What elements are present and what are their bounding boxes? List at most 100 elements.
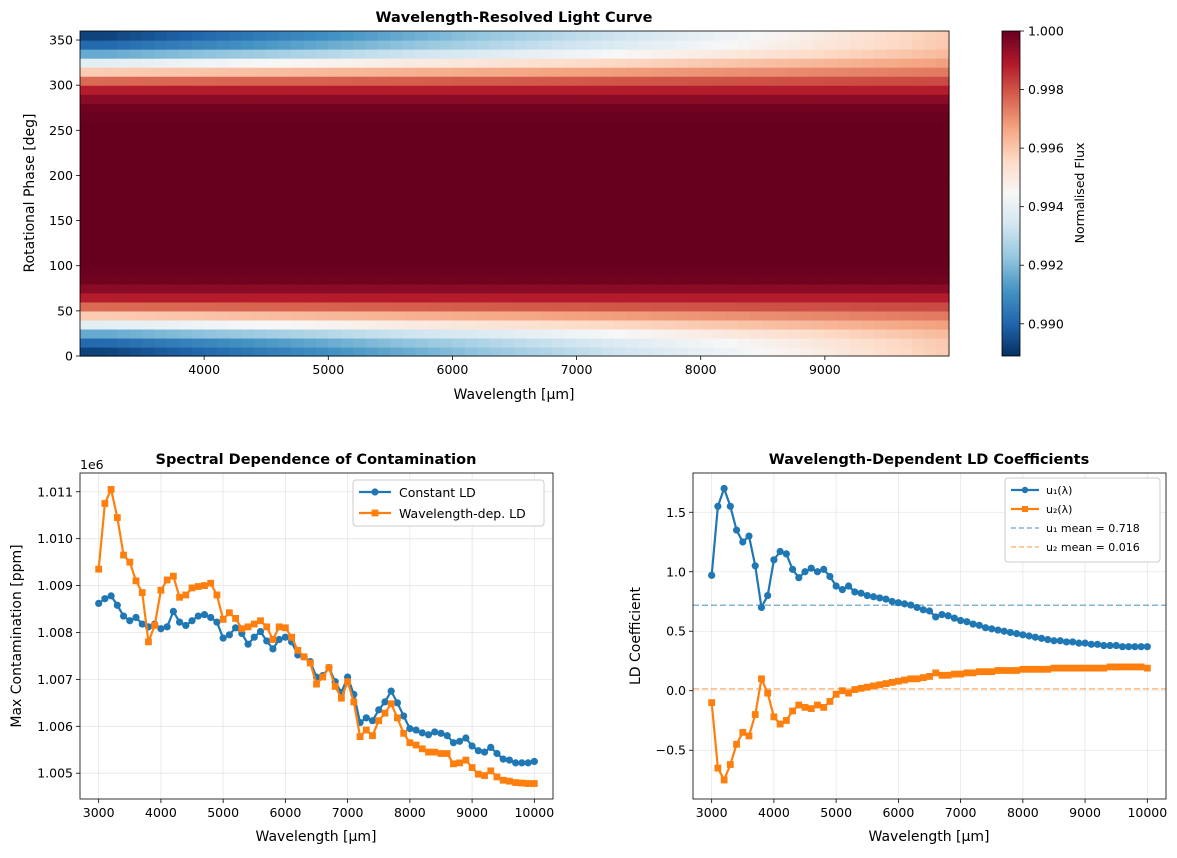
- heatmap-cell: [874, 310, 888, 321]
- y-tick-label: 100: [49, 258, 73, 273]
- heatmap-cell: [564, 193, 578, 204]
- heatmap-cell: [377, 130, 391, 140]
- data-point: [857, 589, 865, 597]
- heatmap-cell: [526, 238, 540, 249]
- heatmap-cell: [340, 265, 354, 276]
- heatmap-cell: [613, 319, 627, 330]
- heatmap-cell: [936, 40, 950, 50]
- heatmap-cell: [415, 148, 429, 158]
- heatmap-cell: [824, 112, 838, 122]
- heatmap-cell: [539, 301, 553, 312]
- heatmap-cell: [253, 247, 267, 258]
- heatmap-cell: [328, 94, 342, 104]
- heatmap-cell: [303, 94, 317, 104]
- heatmap-cell: [489, 184, 503, 195]
- heatmap-cell: [452, 319, 466, 330]
- data-point: [870, 682, 877, 690]
- heatmap-cell: [936, 274, 950, 285]
- y-tick-label: 1.5: [666, 505, 686, 520]
- data-point: [739, 538, 747, 546]
- heatmap-cell: [936, 202, 950, 213]
- y-tick-label: 1.008: [37, 625, 73, 640]
- data-point: [919, 674, 927, 682]
- heatmap-cell: [129, 292, 143, 303]
- heatmap-cell: [117, 157, 131, 168]
- heatmap-cell: [924, 229, 938, 240]
- heatmap-cell: [576, 256, 590, 267]
- heatmap-cell: [92, 58, 106, 68]
- heatmap-cell: [526, 67, 540, 77]
- heatmap-cell: [340, 202, 354, 213]
- heatmap-cell: [489, 49, 503, 59]
- heatmap-cell: [576, 67, 590, 77]
- heatmap-cell: [427, 166, 441, 177]
- heatmap-cell: [613, 274, 627, 285]
- heatmap-cell: [514, 31, 528, 41]
- heatmap-cell: [675, 112, 689, 122]
- heatmap-cell: [924, 139, 938, 149]
- heatmap-cell: [800, 229, 814, 240]
- heatmap-cell: [750, 319, 764, 330]
- heatmap-cell: [502, 229, 516, 240]
- heatmap-cell: [564, 310, 578, 321]
- data-point: [957, 616, 965, 625]
- heatmap-cell: [427, 130, 441, 140]
- heatmap-cell: [365, 76, 379, 86]
- heatmap-cell: [142, 121, 156, 131]
- heatmap-cell: [427, 121, 441, 131]
- heatmap-cell: [737, 220, 751, 231]
- heatmap-cell: [800, 319, 814, 330]
- heatmap-cell: [824, 166, 838, 177]
- heatmap-cell: [129, 85, 143, 95]
- heatmap-cell: [638, 283, 652, 294]
- heatmap-cell: [886, 292, 900, 303]
- heatmap-cell: [154, 40, 168, 50]
- heatmap-cell: [526, 328, 540, 339]
- heatmap-cell: [750, 94, 764, 104]
- heatmap-cell: [824, 58, 838, 68]
- heatmap-cell: [688, 166, 702, 177]
- heatmap-cell: [166, 283, 180, 294]
- heatmap-cell: [551, 211, 565, 222]
- data-point: [1100, 664, 1108, 672]
- heatmap-cell: [551, 346, 565, 357]
- heatmap-cell: [588, 283, 602, 294]
- heatmap-cell: [365, 148, 379, 158]
- heatmap-cell: [539, 274, 553, 285]
- heatmap-cell: [911, 256, 925, 267]
- heatmap-cell: [675, 166, 689, 177]
- heatmap-cell: [688, 238, 702, 249]
- heatmap-cell: [874, 94, 888, 104]
- heatmap-cell: [92, 265, 106, 276]
- heatmap-cell: [862, 328, 876, 339]
- data-point: [751, 562, 759, 570]
- heatmap-cell: [166, 202, 180, 213]
- heatmap-cell: [415, 76, 429, 86]
- heatmap-cell: [415, 247, 429, 258]
- heatmap-cell: [849, 94, 863, 104]
- heatmap-cell: [440, 58, 454, 68]
- heatmap-cell: [464, 58, 478, 68]
- heatmap-cell: [812, 256, 826, 267]
- heatmap-cell: [750, 166, 764, 177]
- heatmap-cell: [117, 49, 131, 59]
- heatmap-cell: [601, 256, 615, 267]
- heatmap-cell: [588, 166, 602, 177]
- heatmap-cell: [291, 139, 305, 149]
- heatmap-cell: [104, 94, 118, 104]
- heatmap-cell: [911, 157, 925, 168]
- heatmap-cell: [452, 292, 466, 303]
- heatmap-cell: [688, 121, 702, 131]
- heatmap-cell: [228, 148, 242, 158]
- heatmap-cell: [80, 130, 94, 140]
- data-point: [776, 720, 784, 728]
- heatmap-cell: [179, 256, 193, 267]
- heatmap-cell: [315, 148, 329, 158]
- heatmap-cell: [228, 85, 242, 95]
- heatmap-cell: [191, 58, 205, 68]
- heatmap-cell: [613, 67, 627, 77]
- data-point: [176, 593, 183, 601]
- heatmap-cell: [117, 220, 131, 231]
- data-point: [387, 687, 395, 695]
- heatmap-cell: [874, 67, 888, 77]
